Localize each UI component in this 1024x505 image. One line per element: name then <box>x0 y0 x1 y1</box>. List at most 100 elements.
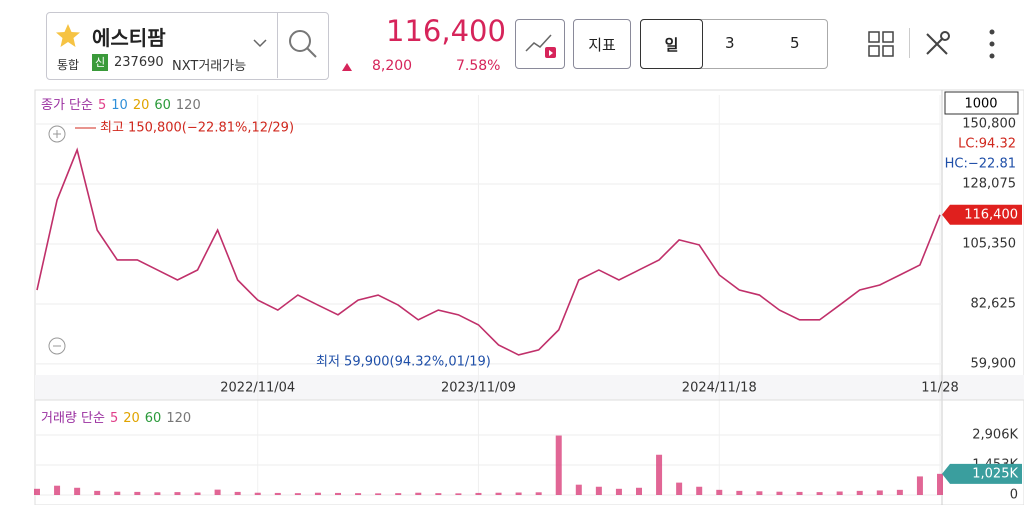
volume-bar <box>495 492 502 495</box>
x-tick-label: 2024/11/18 <box>682 381 757 396</box>
chart-type-button[interactable] <box>515 19 565 69</box>
stock-code: 237690 <box>114 55 164 70</box>
hc-label: HC:−22.81 <box>945 157 1016 172</box>
y-tick-label: 82,625 <box>971 296 1017 311</box>
volume-bar <box>194 492 201 495</box>
volume-bar <box>555 435 562 495</box>
volume-bar <box>575 484 582 495</box>
chart-icon <box>525 34 556 58</box>
favorite-star[interactable] <box>54 22 82 50</box>
volume-bar <box>475 492 482 495</box>
volume-bar <box>656 454 663 495</box>
legend-item: 20 <box>123 411 140 426</box>
legend-item: 20 <box>133 98 150 113</box>
legend-item: 5 <box>110 411 118 426</box>
legend-item: 120 <box>176 98 201 113</box>
y-tick-label: 59,900 <box>971 356 1017 371</box>
volume-bar <box>294 493 301 495</box>
lc-label: LC:94.32 <box>958 137 1016 152</box>
divider <box>909 28 910 58</box>
volume-bar <box>937 473 943 495</box>
zoom-in[interactable] <box>48 125 66 143</box>
volume-bar <box>74 487 81 495</box>
period-button[interactable]: 일 <box>640 19 703 69</box>
search-icon[interactable] <box>287 28 319 60</box>
volume-bar <box>435 493 442 495</box>
volume-bar <box>234 491 241 495</box>
nxt-label: NXT거래가능 <box>172 59 247 74</box>
price-line <box>36 147 941 356</box>
new-badge: 신 <box>92 54 108 71</box>
volume-bar <box>636 487 642 495</box>
x-tick-label: 2023/11/09 <box>441 381 516 396</box>
volume-tag <box>942 463 1022 484</box>
volume-bar <box>736 490 743 495</box>
legend: 종가 단순 5 10 20 60 120 <box>41 98 201 113</box>
legend: 거래량 단순 5 20 60 120 <box>41 411 191 426</box>
volume-bar <box>134 491 141 495</box>
price-change: 8,200 <box>372 58 413 74</box>
volume-bar <box>595 486 602 495</box>
current-price: 116,400 <box>386 14 506 48</box>
volume-bar <box>515 492 522 495</box>
volume-bar <box>375 493 382 495</box>
volume-bar <box>415 492 422 495</box>
legend-item: 10 <box>111 98 128 113</box>
indicator-button[interactable]: 지표 <box>573 19 631 69</box>
volume-bar <box>796 491 803 495</box>
date-axis-band <box>35 375 1024 400</box>
y-tick-label: 2,906K <box>972 428 1018 443</box>
volume-bar <box>54 485 61 495</box>
zoom-out[interactable] <box>48 337 66 355</box>
volume-bar <box>455 493 462 495</box>
volume-bar <box>676 482 683 495</box>
volume-bar <box>94 490 101 495</box>
more-icon[interactable] <box>984 28 1000 60</box>
volume-bar <box>254 492 261 495</box>
legend-title: 종가 단순 <box>41 98 93 113</box>
y-tick-label: 150,800 <box>962 117 1016 132</box>
legend-title: 거래량 단순 <box>41 411 105 426</box>
chart-frame <box>34 89 1024 505</box>
x-tick-label: 11/28 <box>921 381 958 396</box>
legend-item: 120 <box>166 411 191 426</box>
y-tick-label: 0 <box>1010 488 1018 503</box>
volume-bar <box>836 491 843 495</box>
y-tick-label: 105,350 <box>962 236 1016 251</box>
volume-bar <box>615 488 622 495</box>
layout-icon[interactable] <box>867 30 895 58</box>
volume-bar <box>355 493 362 495</box>
price-tag-label: 116,400 <box>964 207 1018 222</box>
legend-item: 60 <box>154 98 171 113</box>
volume-bar <box>916 476 923 495</box>
dropdown-chevron[interactable] <box>252 38 268 50</box>
stock-card[interactable] <box>46 12 329 80</box>
volume-bar <box>335 492 341 495</box>
volume-bar <box>34 488 40 495</box>
stock-name: 에스티팜 <box>92 26 166 50</box>
legend-item: 60 <box>145 411 162 426</box>
y-tick-label: 128,075 <box>962 177 1016 192</box>
x-tick-label: 2022/11/04 <box>220 381 295 396</box>
period-button[interactable]: 3 <box>725 34 735 52</box>
volume-bar <box>816 492 823 495</box>
volume-bar <box>776 491 783 495</box>
high-label: 최고 150,800(−22.81%,12/29) <box>100 121 294 136</box>
volume-bar <box>314 492 321 495</box>
volume-bar <box>716 489 723 495</box>
volume-bar <box>696 486 703 495</box>
market-label: 통합 <box>57 58 80 72</box>
volume-tag-label: 1,025K <box>972 466 1018 481</box>
volume-bar <box>114 491 121 495</box>
volume-bar <box>214 489 221 495</box>
legend-item: 5 <box>98 98 106 113</box>
period-button[interactable]: 5 <box>790 34 800 52</box>
settings-icon[interactable] <box>923 30 951 58</box>
volume-bar <box>876 490 883 495</box>
price-change-pct: 7.58% <box>456 58 501 74</box>
range-box[interactable] <box>944 91 1019 115</box>
volume-bar <box>896 489 903 495</box>
price-tag <box>942 204 1022 225</box>
volume-bar <box>395 493 402 495</box>
